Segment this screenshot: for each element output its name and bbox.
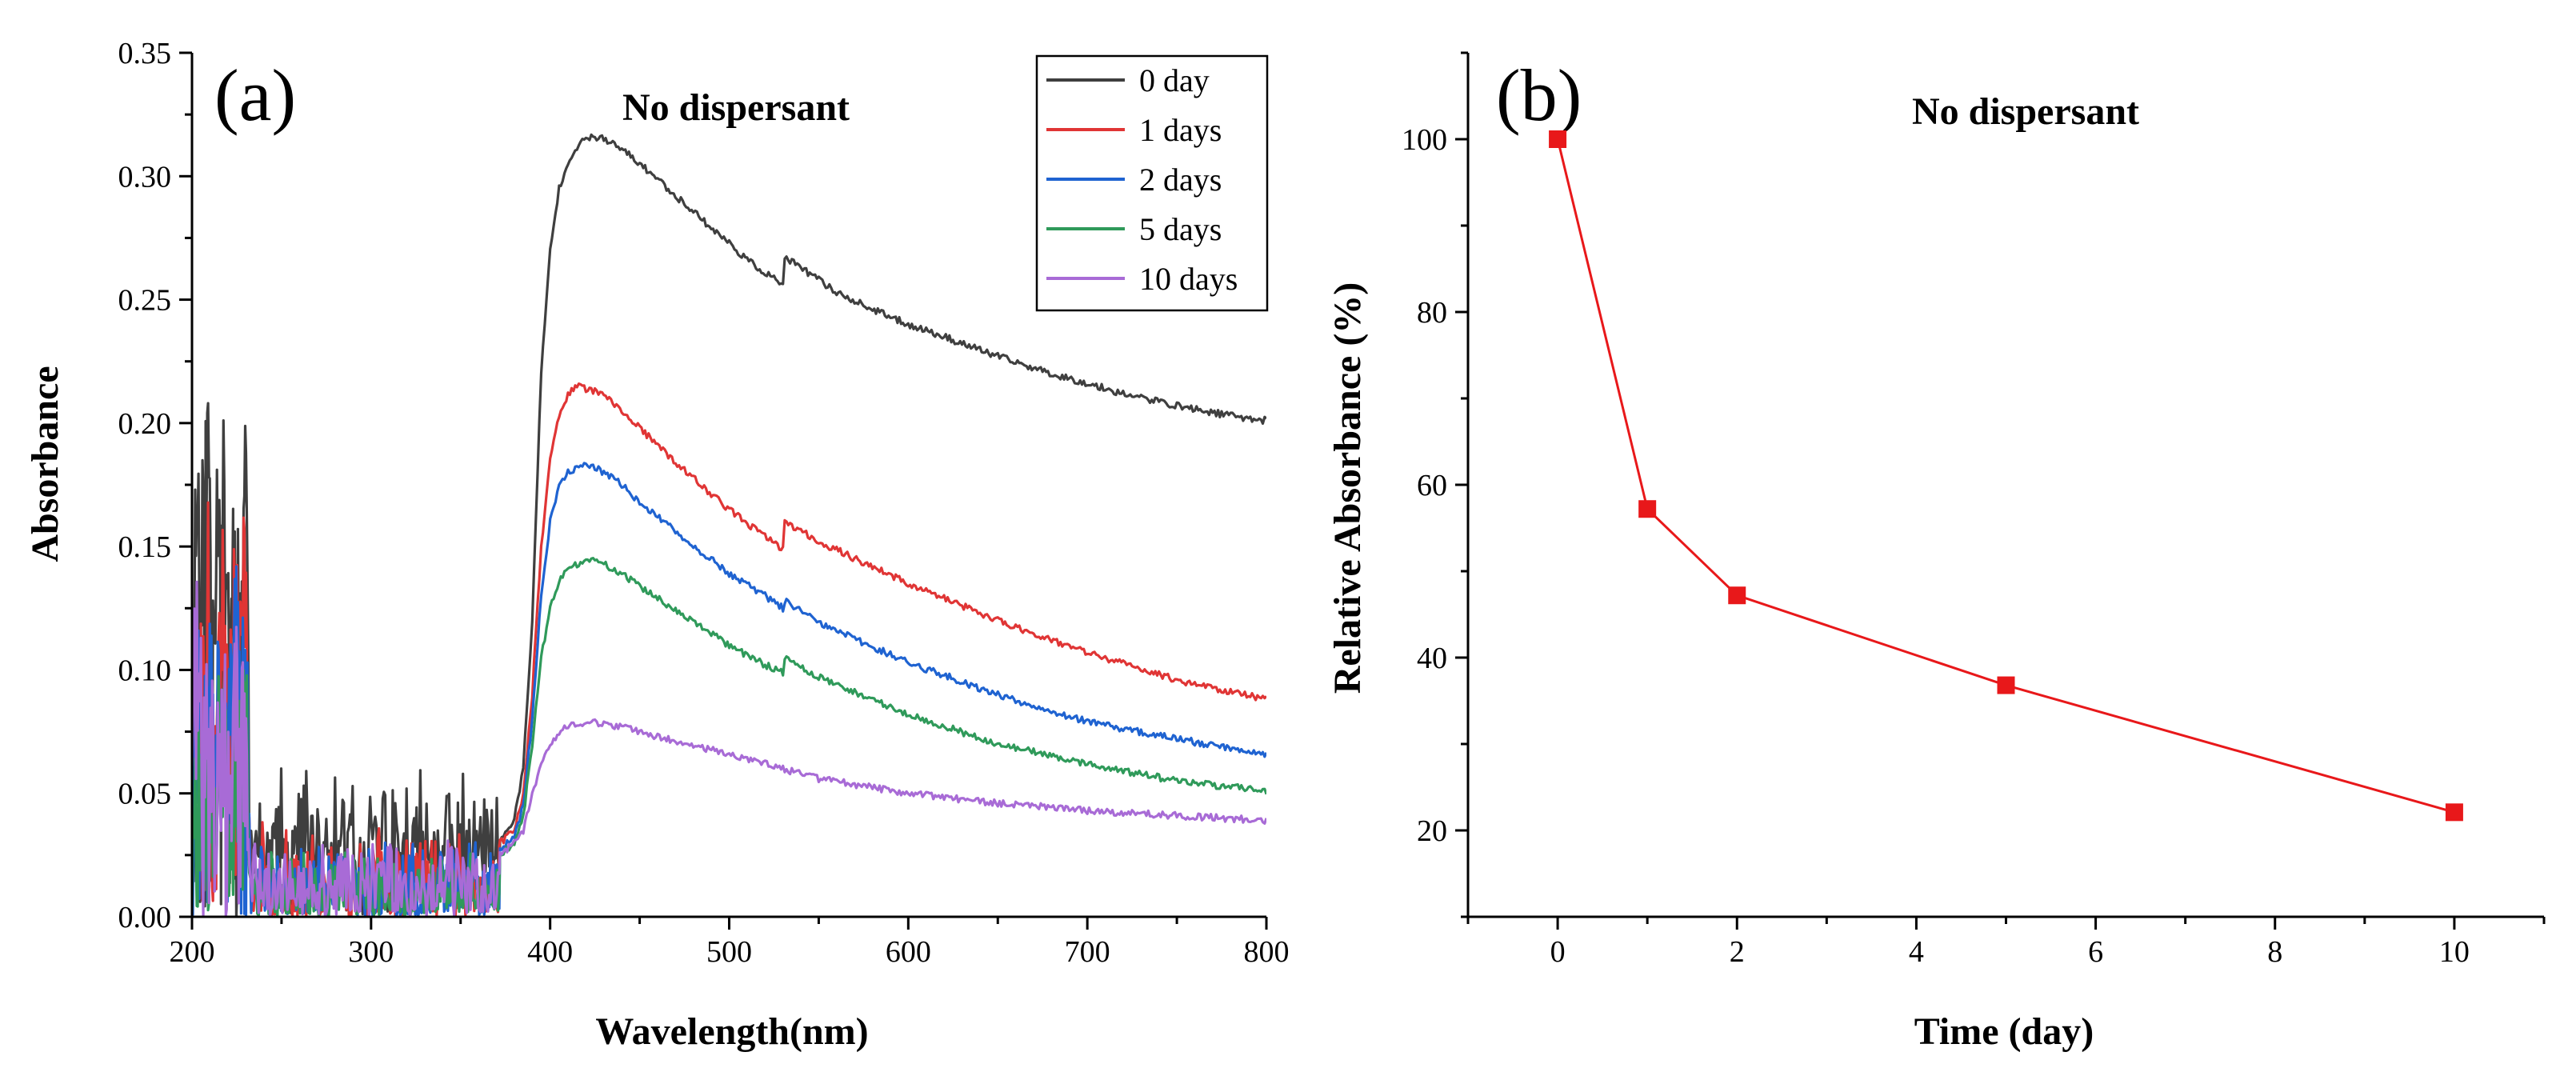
panel-b-series-line — [1556, 138, 2455, 814]
panel-a-x-tick-label: 800 — [1244, 935, 1290, 969]
panel-b-data-point — [1997, 676, 2015, 694]
panel-a-x-tick-label: 700 — [1065, 935, 1110, 969]
panel-b-title: No dispersant — [1912, 90, 2139, 133]
panel-a-legend-label-5: 10 days — [1139, 261, 1238, 297]
panel-b-y-axis-label: Relative Absorbance (%) — [1326, 282, 1369, 694]
panel-a-y-tick-label: 0.25 — [118, 284, 172, 318]
panel-a-series-group — [192, 133, 1266, 917]
panel-a-legend: 0 day 1 days 2 days 5 days 10 days — [1035, 54, 1269, 312]
panel-b-x-tick-label: 10 — [2439, 935, 2470, 969]
panel-a-legend-label-4: 5 days — [1139, 211, 1222, 247]
panel-a-y-tick-label: 0.20 — [118, 407, 172, 441]
panel-b-data-point — [2445, 803, 2463, 822]
panel-a-y-tick-label: 0.10 — [118, 654, 172, 687]
panel-a-letter: (a) — [214, 54, 296, 136]
panel-a-y-tick-label: 0.15 — [118, 530, 172, 564]
panel-a-y-tick-label: 0.30 — [118, 160, 172, 194]
panel-b-x-tick-label: 0 — [1550, 935, 1566, 969]
panel-b-letter: (b) — [1496, 54, 1582, 136]
panel-b-y-tick-label: 20 — [1417, 814, 1447, 848]
panel-b-y-tick-label: 40 — [1417, 642, 1447, 675]
panel-a-y-axis-label: Absorbance — [24, 366, 66, 562]
panel-a-y-tick-label: 0.05 — [118, 778, 172, 811]
panel-a-title: No dispersant — [622, 86, 850, 129]
panel-a-y-tick-label: 0.35 — [118, 37, 172, 70]
panel-a-series-line-5 — [192, 580, 1266, 917]
panel-a-x-tick-label: 400 — [527, 935, 573, 969]
panel-a-legend-label-2: 1 days — [1139, 112, 1222, 148]
panel-b-x-tick-label: 8 — [2267, 935, 2282, 969]
panel-a-x-axis-label: Wavelength(nm) — [595, 1010, 868, 1053]
panel-a-x-tick-label: 600 — [886, 935, 931, 969]
panel-a-chart: (a) No dispersant Wavelength(nm) Absorba… — [24, 37, 1290, 1053]
panel-b-data-point — [1638, 500, 1657, 518]
panel-b-x-tick-label: 4 — [1909, 935, 1924, 969]
panel-a-x-tick-label: 300 — [348, 935, 394, 969]
panel-b-x-tick-label: 6 — [2088, 935, 2103, 969]
panel-a-x-tick-label: 500 — [706, 935, 752, 969]
panel-a-x-tick-label: 200 — [170, 935, 215, 969]
panel-b-x-tick-label: 2 — [1730, 935, 1745, 969]
panel-b-x-axis-label: Time (day) — [1914, 1010, 2094, 1053]
panel-a-series-line-1 — [192, 133, 1266, 917]
panel-b-data-point — [1728, 586, 1746, 605]
panel-a-legend-box — [1035, 54, 1269, 312]
panel-b-chart: (b) No dispersant Time (day) Relative Ab… — [1326, 51, 2546, 1053]
panel-b-y-tick-label: 60 — [1417, 469, 1447, 502]
panel-b-y-tick-label: 80 — [1417, 296, 1447, 330]
panel-a-y-tick-label: 0.00 — [118, 901, 172, 934]
panel-b-y-tick-label: 100 — [1402, 123, 1447, 157]
panel-b-data-point — [1549, 130, 1567, 148]
panel-a-legend-label-3: 2 days — [1139, 162, 1222, 198]
panel-a-legend-label-1: 0 day — [1139, 62, 1210, 98]
